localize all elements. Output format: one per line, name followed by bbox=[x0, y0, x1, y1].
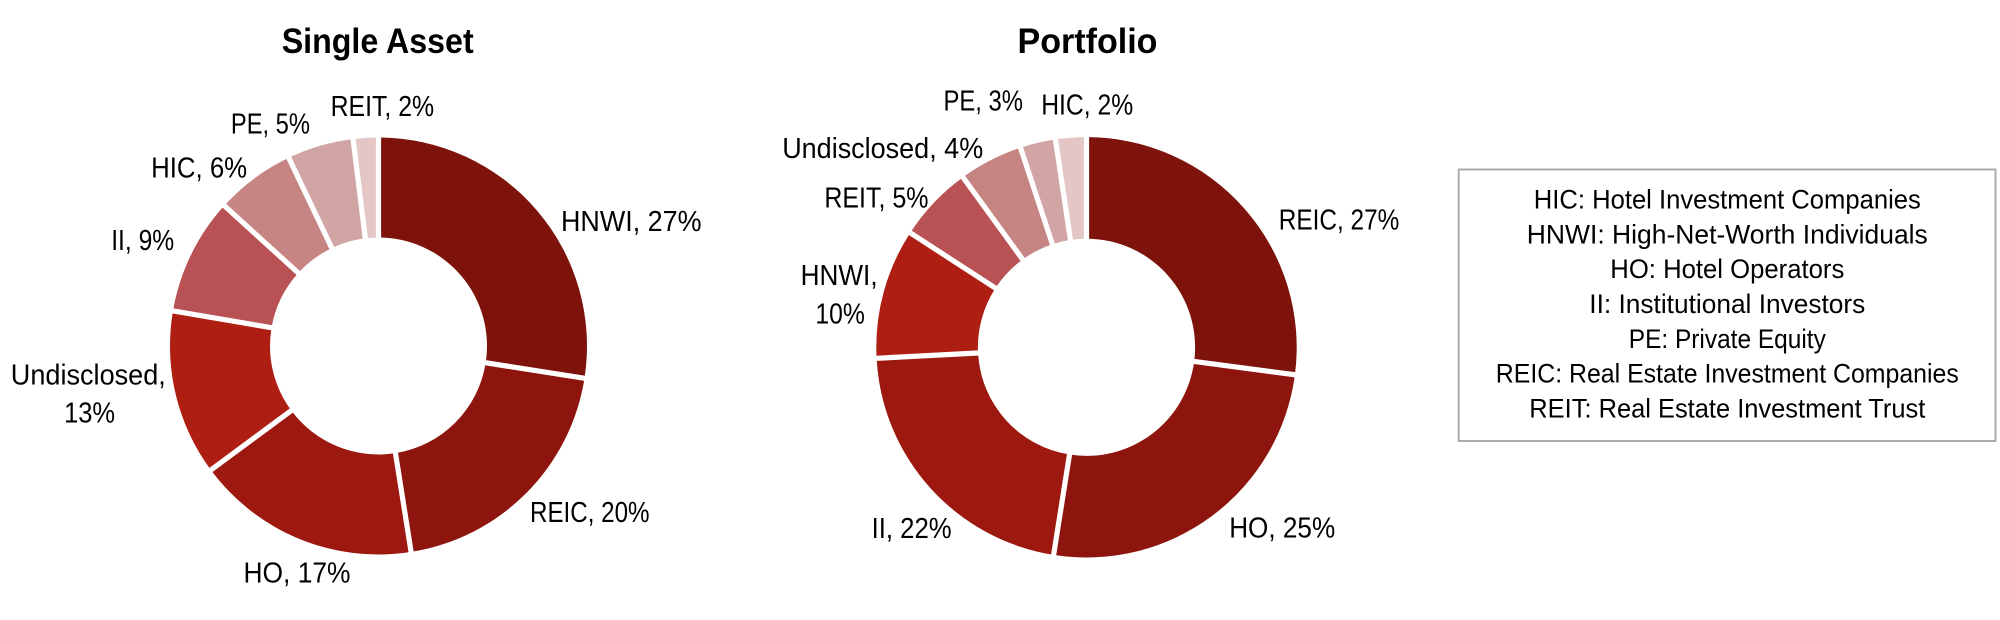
svg-text:PE, 3%: PE, 3% bbox=[944, 86, 1024, 118]
svg-text:HNWI: High-Net-Worth Individua: HNWI: High-Net-Worth Individuals bbox=[1527, 219, 1928, 249]
svg-text:REIT, 5%: REIT, 5% bbox=[824, 183, 928, 215]
svg-text:REIT, 2%: REIT, 2% bbox=[331, 91, 435, 123]
svg-text:Portfolio: Portfolio bbox=[1018, 22, 1158, 61]
svg-text:REIT: Real Estate Investment T: REIT: Real Estate Investment Trust bbox=[1529, 393, 1926, 423]
svg-text:HO, 17%: HO, 17% bbox=[244, 558, 351, 590]
svg-text:Single Asset: Single Asset bbox=[282, 22, 474, 61]
svg-text:PE, 5%: PE, 5% bbox=[231, 109, 310, 141]
svg-text:REIC, 27%: REIC, 27% bbox=[1279, 204, 1400, 236]
svg-text:10%: 10% bbox=[815, 298, 865, 330]
svg-text:II, 9%: II, 9% bbox=[111, 225, 174, 257]
svg-text:HIC: Hotel Investment Companie: HIC: Hotel Investment Companies bbox=[1534, 185, 1921, 215]
svg-text:13%: 13% bbox=[64, 397, 115, 429]
svg-text:HNWI, 27%: HNWI, 27% bbox=[561, 206, 702, 238]
svg-text:Undisclosed,: Undisclosed, bbox=[11, 359, 166, 391]
svg-text:HO: Hotel Operators: HO: Hotel Operators bbox=[1610, 254, 1844, 284]
svg-text:HNWI,: HNWI, bbox=[801, 260, 878, 292]
svg-text:REIC, 20%: REIC, 20% bbox=[530, 497, 650, 529]
svg-text:II: Institutional Investors: II: Institutional Investors bbox=[1589, 289, 1865, 319]
svg-text:HO, 25%: HO, 25% bbox=[1229, 513, 1335, 545]
svg-text:HIC, 6%: HIC, 6% bbox=[151, 152, 247, 184]
svg-text:Undisclosed, 4%: Undisclosed, 4% bbox=[782, 133, 983, 165]
svg-text:PE: Private Equity: PE: Private Equity bbox=[1629, 324, 1827, 354]
svg-text:HIC, 2%: HIC, 2% bbox=[1041, 90, 1133, 122]
svg-text:REIC: Real Estate Investment C: REIC: Real Estate Investment Companies bbox=[1496, 359, 1959, 389]
svg-text:II, 22%: II, 22% bbox=[872, 513, 952, 545]
